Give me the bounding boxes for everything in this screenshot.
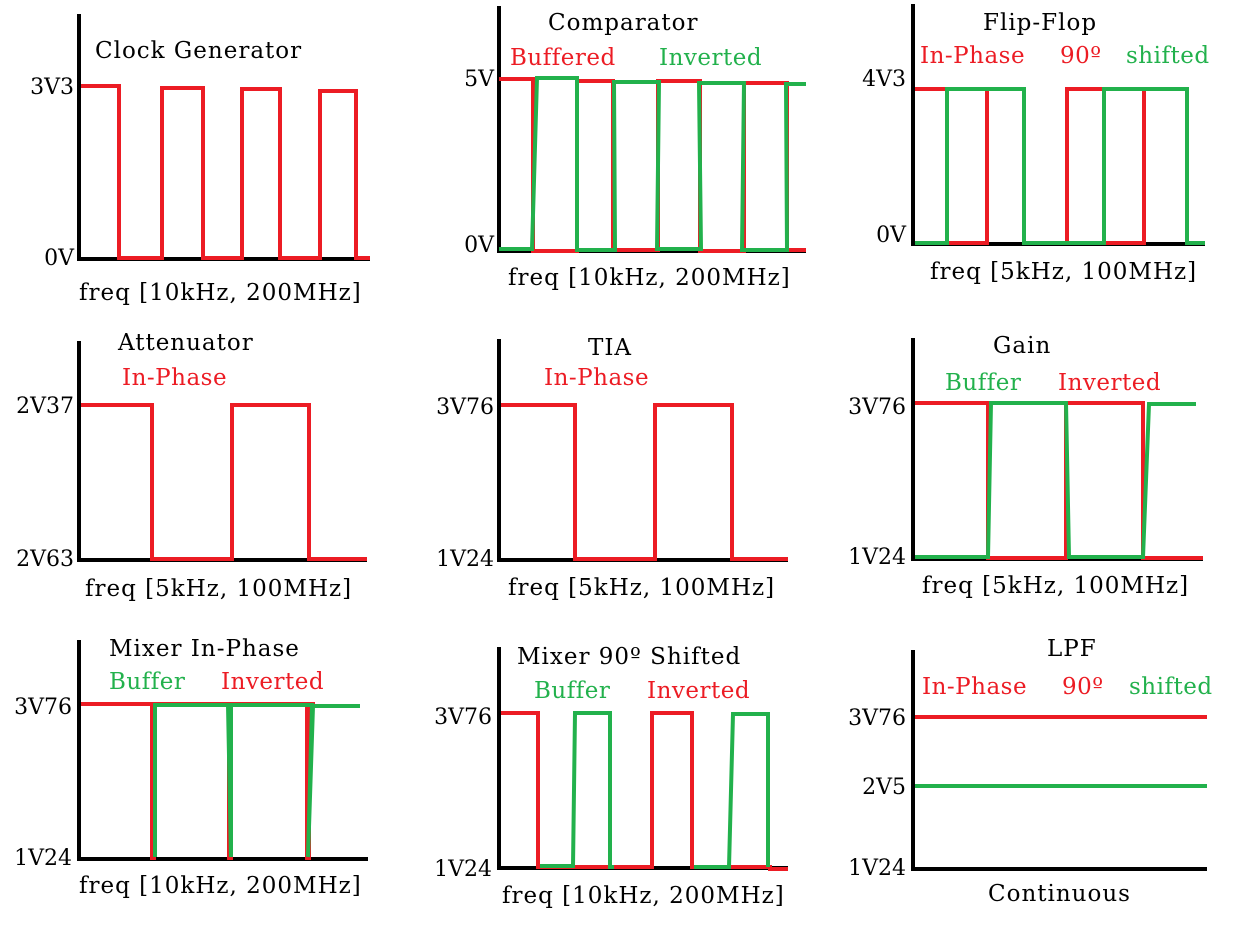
waveform-inverted bbox=[81, 702, 315, 860]
legend-90-degrees: 90º bbox=[1062, 674, 1104, 700]
axes bbox=[77, 341, 367, 562]
panel-title: Clock Generator bbox=[95, 38, 302, 64]
y-label-high: 3V76 bbox=[848, 706, 906, 731]
waveform-in-phase bbox=[501, 403, 788, 561]
waveform-buffer bbox=[915, 401, 1196, 559]
legend-buffer: Buffer bbox=[945, 370, 1021, 396]
x-axis-label: freq [10kHz, 200MHz] bbox=[79, 280, 362, 306]
panel-clock-generator: Clock Generator 3V3 0V freq [10kHz, 200M… bbox=[30, 14, 370, 306]
y-label-mid: 2V5 bbox=[862, 775, 906, 800]
legend-shifted: shifted bbox=[1129, 674, 1213, 700]
axes bbox=[911, 650, 1207, 871]
legend-inverted: Inverted bbox=[659, 45, 762, 71]
legend-buffer: Buffer bbox=[109, 669, 185, 695]
x-axis-label: freq [10kHz, 200MHz] bbox=[508, 265, 791, 291]
axes bbox=[77, 640, 368, 861]
panel-title: Mixer In-Phase bbox=[109, 636, 300, 662]
y-label-high: 3V76 bbox=[436, 395, 494, 420]
x-axis-label: freq [5kHz, 100MHz] bbox=[930, 259, 1197, 285]
legend-inverted: Inverted bbox=[1058, 370, 1161, 396]
panel-mixer-in-phase: Mixer In-Phase Buffer Inverted 3V76 1V24… bbox=[14, 636, 368, 899]
y-label-high: 3V76 bbox=[848, 395, 906, 420]
axes bbox=[497, 339, 788, 562]
x-axis-label: Continuous bbox=[988, 881, 1131, 907]
y-label-low: 0V bbox=[44, 246, 75, 271]
panel-title: TIA bbox=[588, 335, 632, 361]
panel-gain: Gain Buffer Inverted 3V76 1V24 freq [5kH… bbox=[848, 333, 1203, 599]
x-axis-label: freq [10kHz, 200MHz] bbox=[502, 883, 785, 909]
y-label-high: 4V3 bbox=[862, 67, 906, 92]
waveform-buffered bbox=[499, 77, 806, 253]
panel-title: Mixer 90º Shifted bbox=[517, 644, 741, 670]
waveform-90-shifted bbox=[915, 87, 1205, 245]
waveform-in-phase bbox=[915, 87, 1205, 245]
panel-lpf: LPF In-Phase 90º shifted 3V76 2V5 1V24 C… bbox=[848, 636, 1212, 907]
panel-comparator: Comparator Buffered Inverted 5V 0V freq … bbox=[464, 6, 806, 291]
axes bbox=[77, 14, 370, 261]
legend-90-degrees: 90º bbox=[1060, 43, 1102, 69]
legend-in-phase: In-Phase bbox=[122, 365, 227, 391]
axes bbox=[497, 6, 806, 253]
y-label-low: 2V63 bbox=[16, 547, 74, 572]
legend-buffered: Buffered bbox=[510, 45, 616, 71]
legend-shifted: shifted bbox=[1126, 43, 1210, 69]
waveform-buffer bbox=[153, 703, 360, 858]
x-axis-label: freq [5kHz, 100MHz] bbox=[922, 573, 1189, 599]
panel-title: Gain bbox=[993, 333, 1051, 359]
waveform-inverted bbox=[915, 401, 1203, 560]
y-label-low: 1V24 bbox=[14, 846, 72, 871]
axes bbox=[911, 4, 1205, 246]
y-label-low: 1V24 bbox=[848, 545, 906, 570]
y-label-low: 0V bbox=[876, 223, 907, 248]
panel-mixer-90-shifted: Mixer 90º Shifted Buffer Inverted 3V76 1… bbox=[434, 644, 788, 909]
legend-inverted: Inverted bbox=[221, 669, 324, 695]
panel-title: Comparator bbox=[548, 10, 698, 36]
y-label-low: 1V24 bbox=[434, 857, 492, 882]
y-label-high: 5V bbox=[464, 67, 495, 92]
y-label-high: 2V37 bbox=[16, 394, 74, 419]
legend-in-phase: In-Phase bbox=[922, 674, 1027, 700]
panel-title: Attenuator bbox=[117, 330, 254, 356]
legend-in-phase: In-Phase bbox=[920, 43, 1025, 69]
legend-buffer: Buffer bbox=[534, 678, 610, 704]
x-axis-label: freq [10kHz, 200MHz] bbox=[79, 873, 362, 899]
waveform-clock bbox=[81, 84, 370, 260]
y-label-low: 0V bbox=[464, 233, 495, 258]
y-label-high: 3V76 bbox=[14, 695, 72, 720]
y-label-high: 3V76 bbox=[434, 705, 492, 730]
y-label-low: 1V24 bbox=[848, 856, 906, 881]
panel-title: Flip-Flop bbox=[983, 10, 1097, 36]
waveform-inverted bbox=[499, 76, 806, 252]
panel-attenuator: Attenuator In-Phase 2V37 2V63 freq [5kHz… bbox=[16, 330, 367, 602]
y-label-low: 1V24 bbox=[436, 547, 494, 572]
panel-flip-flop: Flip-Flop In-Phase 90º shifted 4V3 0V fr… bbox=[862, 4, 1209, 285]
legend-in-phase: In-Phase bbox=[544, 365, 649, 391]
legend-inverted: Inverted bbox=[647, 678, 750, 704]
panel-title: LPF bbox=[1047, 636, 1097, 662]
waveform-in-phase bbox=[81, 403, 367, 561]
y-label-high: 3V3 bbox=[30, 75, 74, 100]
panel-tia: TIA In-Phase 3V76 1V24 freq [5kHz, 100MH… bbox=[436, 335, 788, 601]
waveform-inverted bbox=[501, 711, 788, 871]
x-axis-label: freq [5kHz, 100MHz] bbox=[85, 576, 352, 602]
x-axis-label: freq [5kHz, 100MHz] bbox=[508, 575, 775, 601]
